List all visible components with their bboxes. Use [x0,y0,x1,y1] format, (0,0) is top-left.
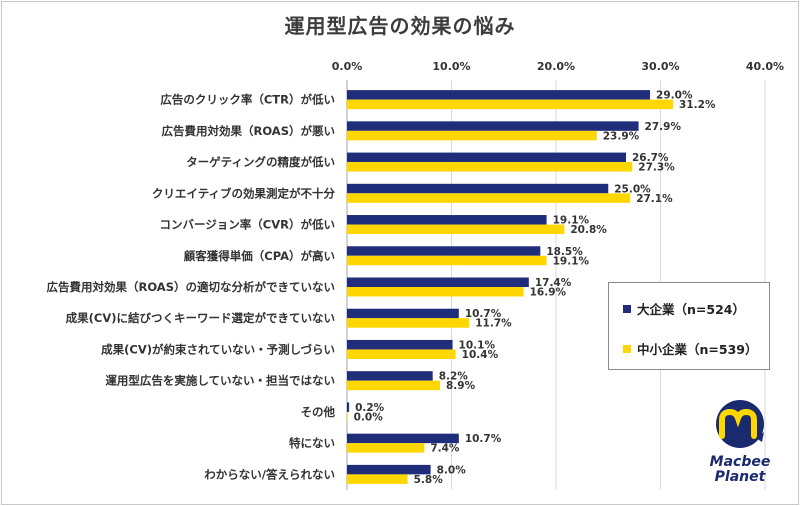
data-label: 19.1% [553,215,590,227]
data-label: 8.2% [439,371,469,383]
legend-swatch-large [623,305,631,313]
bar [347,287,524,297]
bar [347,339,453,350]
x-tick-label: 30.0% [641,60,679,73]
bar [347,130,597,141]
bar [347,121,639,131]
data-label: 31.2% [679,99,716,111]
bar [347,371,433,381]
legend-label-sme: 中小企業（n=539） [637,342,758,357]
category-label: 成果(CV)に結びつくキーワード選定ができていない [66,311,335,325]
category-label: その他 [301,405,336,419]
logo-text-planet: Planet [714,469,766,485]
data-label: 16.9% [530,287,567,299]
legend-swatch-sme [623,345,631,353]
category-label: 成果(CV)が約束されていない・予測しづらい [101,342,335,356]
data-label: 23.9% [603,130,640,142]
bar [347,411,348,422]
logo-text-macbee: Macbee [709,454,771,470]
category-label: 特にない [289,436,335,450]
bar [347,162,633,172]
bar [347,152,627,163]
category-label: コンバージョン率（CVR）が低い [160,218,335,232]
legend: 大企業（n=524） 中小企業（n=539） [608,282,770,370]
category-label: 広告のクリック率（CTR）が低い [160,93,335,107]
category-label: 運用型広告を実施していない・担当ではない [105,374,335,388]
bar [347,277,529,287]
x-tick-label: 20.0% [537,60,575,73]
data-label: 19.1% [553,255,590,267]
data-label: 11.7% [475,318,512,330]
macbee-planet-logo-icon [716,400,764,448]
data-label: 0.2% [355,402,385,414]
bar [347,193,631,203]
data-label: 7.4% [430,443,460,455]
data-label: 10.7% [465,308,502,320]
data-label: 10.1% [459,339,496,351]
chart-title: 運用型広告の効果の悩み [284,14,516,38]
category-label: わからない/答えられない [204,467,335,481]
data-label: 0.0% [354,411,384,423]
data-label: 8.9% [446,380,476,392]
bar [347,380,441,391]
x-tick-label: 40.0% [746,60,784,73]
data-label: 25.0% [614,183,651,195]
bar [347,474,408,484]
legend-item-sme: 中小企業（n=539） [623,339,757,358]
bar [347,349,456,359]
bar [347,99,674,110]
data-label: 26.7% [632,152,669,164]
bar [347,464,431,475]
data-label: 5.8% [414,474,444,486]
bar [347,433,459,444]
category-label: 広告費用対効果（ROAS）が悪い [161,124,335,138]
bar [347,246,541,256]
category-label: クリエイティブの効果測定が不十分 [152,186,336,200]
data-label: 27.3% [638,162,675,174]
x-tick-label: 10.0% [432,60,470,73]
bar [347,183,609,194]
category-label: 広告費用対効果（ROAS）の適切な分析ができていない [46,280,335,294]
data-label: 20.8% [570,224,607,236]
bar [347,318,470,328]
bar [347,443,425,453]
data-label: 17.4% [535,277,572,289]
data-label: 27.9% [645,121,682,133]
data-label: 8.0% [437,464,467,476]
bar [347,90,651,100]
bar [347,402,350,412]
bar [347,215,547,225]
category-label: 顧客獲得単価（CPA）が高い [184,249,335,263]
data-label: 10.4% [462,349,499,361]
legend-item-large-enterprise: 大企業（n=524） [623,299,745,318]
bar [347,224,565,235]
bar [347,308,459,319]
data-label: 29.0% [656,90,693,102]
category-label: ターゲティングの精度が低い [186,155,335,169]
bar [347,255,547,266]
data-label: 18.5% [546,246,583,258]
data-label: 27.1% [636,193,673,205]
legend-label-large: 大企業（n=524） [637,302,745,317]
x-tick-label: 0.0% [332,60,363,73]
data-label: 10.7% [465,433,502,445]
